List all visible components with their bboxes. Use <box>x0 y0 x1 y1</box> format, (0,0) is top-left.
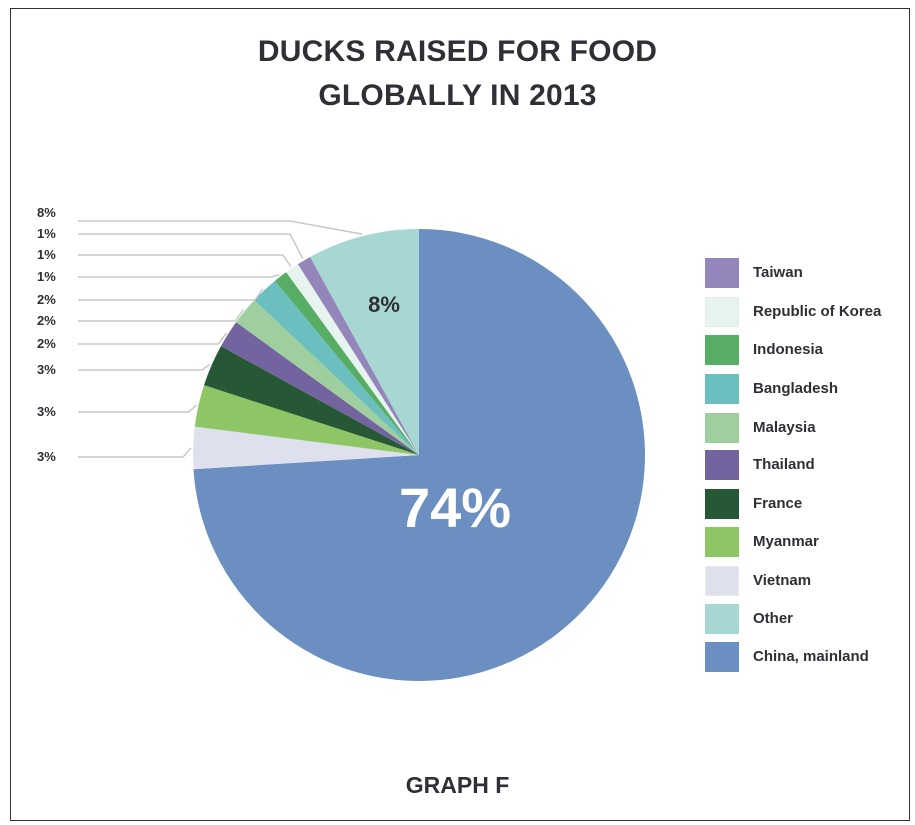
legend-item-vietnam: Vietnam <box>705 566 910 596</box>
pie-slice-indonesia <box>274 272 419 455</box>
chart-title: DUCKS RAISED FOR FOOD GLOBALLY IN 2013 <box>0 30 915 118</box>
callout-line <box>78 220 363 235</box>
legend-item-bangladesh: Bangladesh <box>705 374 910 404</box>
callout-label: 1% <box>37 247 56 262</box>
pie-slice-taiwan <box>297 256 419 455</box>
legend-item-other: Other <box>705 604 910 634</box>
legend-label: China, mainland <box>753 648 869 665</box>
legend-swatch <box>705 335 739 365</box>
callout-line <box>78 233 304 260</box>
callout-label: 8% <box>37 205 56 220</box>
pie-slice-republic-of-korea <box>286 264 419 455</box>
callout-line <box>78 447 192 458</box>
callout-label: 3% <box>37 404 56 419</box>
callout-line <box>78 309 244 322</box>
legend-item-france: France <box>705 489 910 519</box>
title-line-2: GLOBALLY IN 2013 <box>318 79 597 112</box>
callout-line <box>78 288 264 301</box>
legend-item-china-mainland: China, mainland <box>705 642 910 672</box>
legend-label: Bangladesh <box>753 380 839 397</box>
pie-slice-china-mainland <box>193 229 645 681</box>
legend-label: Vietnam <box>753 572 812 589</box>
callout-label: 2% <box>37 292 56 307</box>
legend-label: Myanmar <box>753 533 819 550</box>
legend-label: Indonesia <box>753 341 824 358</box>
legend-label: Republic of Korea <box>753 303 882 320</box>
legend-swatch <box>705 374 739 404</box>
callout-line <box>78 404 197 413</box>
legend-swatch <box>705 258 739 288</box>
legend-item-republic-of-korea: Republic of Korea <box>705 297 910 327</box>
callout-line <box>78 254 292 267</box>
legend-item-thailand: Thailand <box>705 450 910 480</box>
legend-swatch <box>705 566 739 596</box>
callout-label: 1% <box>37 269 56 284</box>
pie-slice-france <box>204 346 419 455</box>
legend-swatch <box>705 489 739 519</box>
callout-label: 1% <box>37 226 56 241</box>
legend-label: Malaysia <box>753 419 816 436</box>
legend-label: Thailand <box>753 456 815 473</box>
legend-swatch <box>705 450 739 480</box>
callout-label: 3% <box>37 362 56 377</box>
legend-swatch <box>705 642 739 672</box>
title-line-1: DUCKS RAISED FOR FOOD <box>257 35 658 68</box>
legend-item-malaysia: Malaysia <box>705 413 910 443</box>
pie-slice-myanmar <box>194 385 419 455</box>
callout-line <box>78 332 228 345</box>
legend-label: Taiwan <box>753 264 803 281</box>
pie-slice-other <box>310 229 419 455</box>
legend-swatch <box>705 297 739 327</box>
callout-label: 3% <box>37 449 56 464</box>
legend-label: Other <box>753 610 794 627</box>
callout-line <box>78 363 211 371</box>
legend-swatch <box>705 413 739 443</box>
pie-slice-malaysia <box>236 300 419 455</box>
legend-swatch <box>705 604 739 634</box>
legend-label: France <box>753 495 803 512</box>
pie-slice-thailand <box>220 322 419 455</box>
legend-item-indonesia: Indonesia <box>705 335 910 365</box>
pie-slice-bangladesh <box>254 280 419 455</box>
graph-caption: GRAPH F <box>405 772 510 798</box>
legend-item-taiwan: Taiwan <box>705 258 910 288</box>
legend-item-myanmar: Myanmar <box>705 527 910 557</box>
legend-swatch <box>705 527 739 557</box>
callout-label: 2% <box>37 336 56 351</box>
callout-label: 2% <box>37 313 56 328</box>
pie-slice-vietnam <box>193 426 419 470</box>
data-label-other: 8% <box>368 292 400 317</box>
callout-line <box>78 274 280 278</box>
data-label-china-mainland: 74% <box>399 476 511 539</box>
